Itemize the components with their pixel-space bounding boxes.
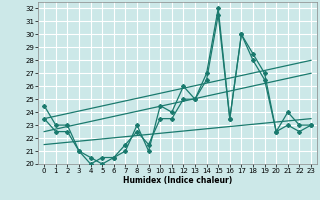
- X-axis label: Humidex (Indice chaleur): Humidex (Indice chaleur): [123, 176, 232, 185]
